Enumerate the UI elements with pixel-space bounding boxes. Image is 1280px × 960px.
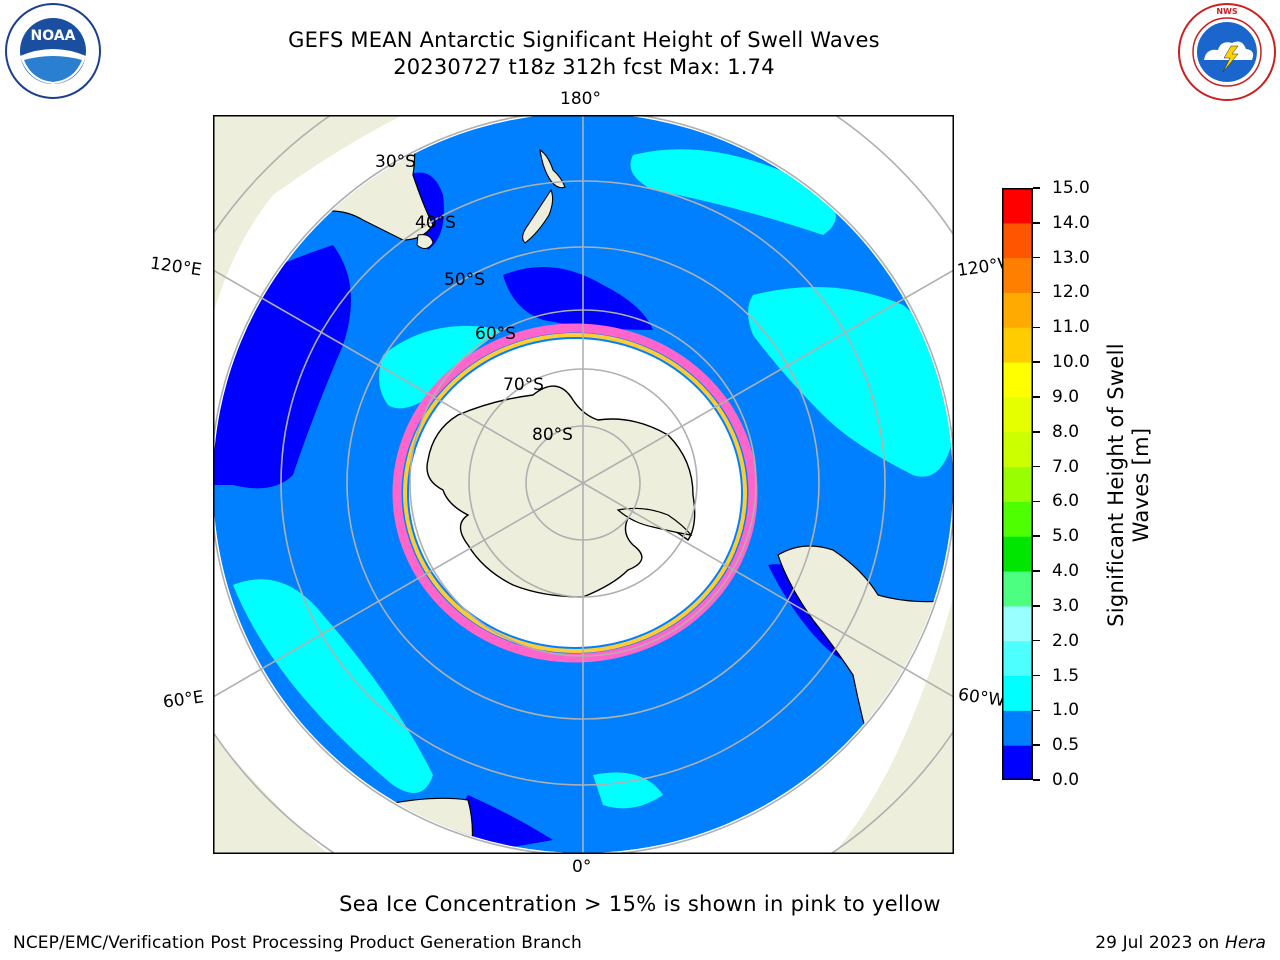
colorbar-tick-label: 0.0 [1052, 770, 1080, 790]
colorbar-tick-label: 0.5 [1052, 735, 1080, 756]
nws-logo-graphic: NWS [1178, 3, 1276, 101]
sea-ice-note: Sea Ice Concentration > 15% is shown in … [339, 892, 941, 916]
colorbar-label-line1: Significant Height of Swell [1104, 343, 1128, 627]
land-corner-bottom-left [213, 735, 328, 854]
noaa-logo: NOAA [4, 2, 102, 100]
colorbar-tick-mark [1033, 431, 1040, 433]
colorbar [1002, 188, 1033, 780]
national-weather-service-logo: NWS [1176, 2, 1278, 102]
colorbar-tick-mark [1033, 361, 1040, 363]
colorbar-segment [1002, 675, 1033, 711]
colorbar-segment [1002, 536, 1033, 572]
colorbar-tick-label: 7.0 [1052, 456, 1080, 477]
polar-map-canvas [213, 115, 954, 854]
lon-label-60e: 60°E [161, 687, 206, 713]
land-corner-top-left [213, 115, 403, 315]
colorbar-segment [1002, 222, 1033, 259]
colorbar-tick-mark [1033, 465, 1040, 468]
colorbar-segment [1002, 188, 1033, 224]
colorbar-tick-mark [1033, 570, 1040, 572]
swell-high-region-east [748, 287, 953, 477]
swell-high-region-south [593, 772, 663, 809]
sea-ice-edge-pink [392, 323, 758, 663]
noaa-logo-text: NOAA [31, 28, 76, 44]
swell-low-region-pacific [503, 267, 653, 330]
colorbar-tick-mark [1033, 709, 1040, 712]
chart-subtitle: 20230727 t18z 312h fcst Max: 1.74 [393, 55, 775, 79]
colorbar-tick-label: 5.0 [1052, 526, 1080, 547]
colorbar-tick-label: 15.0 [1052, 178, 1090, 198]
swell-high-region-southwest [233, 579, 433, 793]
colorbar-tick-mark [1033, 500, 1040, 503]
footer-machine: Hera [1224, 933, 1266, 953]
colorbar-segment [1002, 501, 1033, 537]
colorbar-tick-mark [1033, 535, 1040, 537]
colorbar-segment [1002, 640, 1033, 677]
lon-label-180: 180° [560, 89, 601, 109]
sea-ice-edge-yellow [403, 333, 747, 653]
footer-branch: NCEP/EMC/Verification Post Processing Pr… [13, 933, 582, 953]
colorbar-tick-label: 12.0 [1052, 282, 1090, 303]
colorbar-segment [1002, 431, 1033, 468]
colorbar-segment [1002, 466, 1033, 502]
noaa-logo-graphic: NOAA [5, 3, 101, 99]
colorbar-tick-mark [1033, 639, 1040, 642]
meridian-lines [213, 115, 954, 854]
lat-label-40s: 40°S [415, 213, 456, 233]
colorbar-border [1002, 188, 1033, 780]
colorbar-tick-label: 2.0 [1052, 630, 1080, 651]
colorbar-tick-label: 14.0 [1052, 212, 1090, 233]
colorbar-segment [1002, 745, 1033, 780]
colorbar-tick-label: 6.0 [1052, 491, 1080, 512]
colorbar-segment [1002, 571, 1033, 607]
colorbar-segment [1002, 292, 1033, 328]
polar-map [213, 115, 954, 854]
colorbar-tick-label: 8.0 [1052, 421, 1080, 442]
chart-title: GEFS MEAN Antarctic Significant Height o… [288, 28, 880, 52]
colorbar-segment [1002, 710, 1033, 746]
colorbar-tick-label: 1.0 [1052, 700, 1080, 721]
lat-label-30s: 30°S [375, 152, 416, 172]
colorbar-segment [1002, 257, 1033, 293]
lat-label-80s: 80°S [532, 425, 573, 445]
colorbar-tick-label: 3.0 [1052, 595, 1080, 616]
colorbar-tick-label: 10.0 [1052, 352, 1090, 373]
colorbar-segment [1002, 327, 1033, 363]
colorbar-tick-label: 1.5 [1052, 665, 1080, 686]
lat-label-60s: 60°S [475, 324, 516, 344]
svg-text:NWS: NWS [1216, 7, 1238, 16]
colorbar-tick-mark [1033, 187, 1040, 189]
colorbar-tick-label: 9.0 [1052, 386, 1080, 407]
lon-label-60w: 60°W [956, 684, 1007, 712]
lat-label-50s: 50°S [444, 270, 485, 290]
colorbar-label-line2: Waves [m] [1129, 427, 1153, 543]
colorbar-tick-mark [1033, 326, 1040, 329]
colorbar-tick-label: 11.0 [1052, 317, 1090, 338]
colorbar-segment [1002, 362, 1033, 398]
colorbar-segment [1002, 605, 1033, 642]
footer-date: 29 Jul 2023 on Hera [1095, 932, 1266, 954]
colorbar-tick-mark [1033, 779, 1040, 781]
colorbar-tick-mark [1033, 674, 1040, 677]
colorbar-tick-label: 13.0 [1052, 247, 1090, 268]
lon-label-0: 0° [572, 857, 592, 877]
new-zealand-south-island [522, 188, 554, 244]
colorbar-tick-mark [1033, 256, 1040, 259]
lon-label-120e: 120°E [148, 253, 203, 281]
swell-high-region-north [630, 149, 836, 235]
colorbar-tick-mark [1033, 222, 1040, 224]
colorbar-tick-mark [1033, 605, 1040, 607]
colorbar-tick-mark [1033, 396, 1040, 398]
colorbar-tick-mark [1033, 744, 1040, 746]
colorbar-tick-label: 4.0 [1052, 561, 1080, 582]
antarctic-peninsula [616, 507, 693, 536]
lat-label-70s: 70°S [503, 375, 544, 395]
land-corner-bottom-right [833, 595, 954, 854]
tasmania [416, 234, 434, 249]
footer-date-text: 29 Jul 2023 on [1095, 933, 1225, 953]
colorbar-tick-mark [1033, 291, 1040, 294]
colorbar-segment [1002, 396, 1033, 433]
swell-high-region-ring [379, 325, 503, 409]
new-zealand-north-island [539, 148, 566, 189]
